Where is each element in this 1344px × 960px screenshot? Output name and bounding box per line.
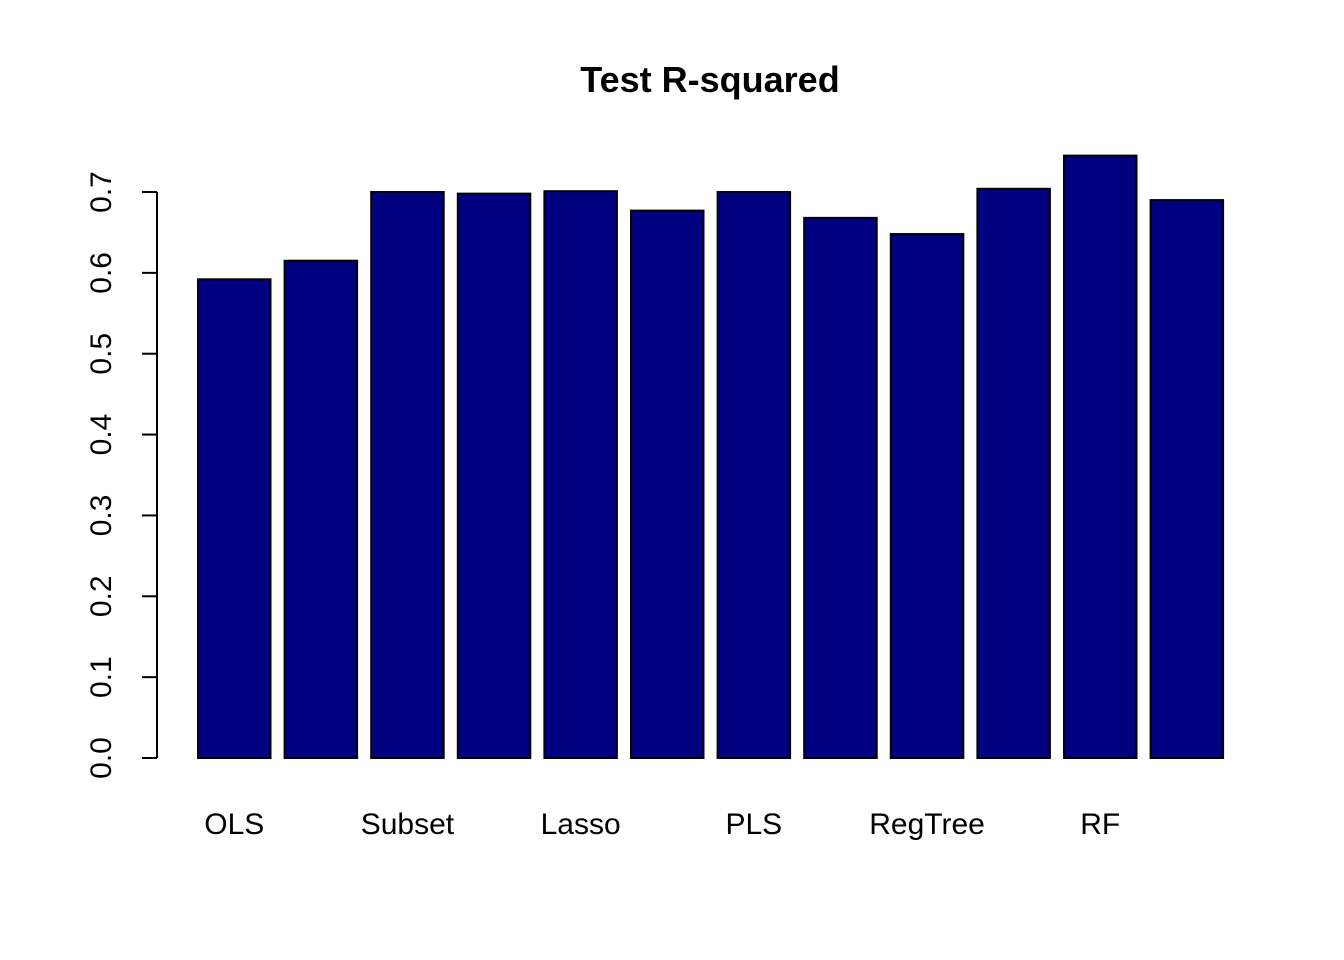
- y-tick-label: 0.0: [85, 737, 118, 779]
- y-tick-label: 0.5: [85, 333, 118, 375]
- bar: [630, 209, 705, 760]
- bar: [370, 191, 445, 760]
- bar: [543, 190, 618, 759]
- x-category-label: RegTree: [869, 808, 985, 841]
- x-category-label: PLS: [725, 808, 782, 841]
- y-axis: 0.0 0.1 0.2 0.3 0.4 0.5 0.6 0.7: [85, 171, 158, 779]
- x-category-label: Lasso: [541, 808, 621, 841]
- bar: [803, 216, 878, 759]
- x-axis-labels: OLS Subset Lasso PLS RegTree RF: [204, 808, 1120, 841]
- y-tick-label: 0.2: [85, 575, 118, 617]
- y-tick-label: 0.4: [85, 414, 118, 456]
- x-category-label: RF: [1080, 808, 1120, 841]
- chart-title: Test R-squared: [580, 59, 839, 100]
- bars-group: [197, 154, 1225, 760]
- bar: [976, 187, 1051, 759]
- x-category-label: OLS: [204, 808, 264, 841]
- bar: [456, 192, 532, 759]
- bar: [716, 191, 792, 760]
- y-tick-label: 0.3: [85, 495, 118, 537]
- x-category-label: Subset: [361, 808, 455, 841]
- bar: [1063, 154, 1138, 759]
- y-tick-label: 0.7: [85, 171, 118, 213]
- bar: [889, 233, 965, 760]
- bar: [283, 259, 359, 759]
- bar: [197, 278, 272, 759]
- bar: [1149, 199, 1225, 760]
- y-tick-label: 0.1: [85, 656, 118, 698]
- y-tick-label: 0.6: [85, 252, 118, 294]
